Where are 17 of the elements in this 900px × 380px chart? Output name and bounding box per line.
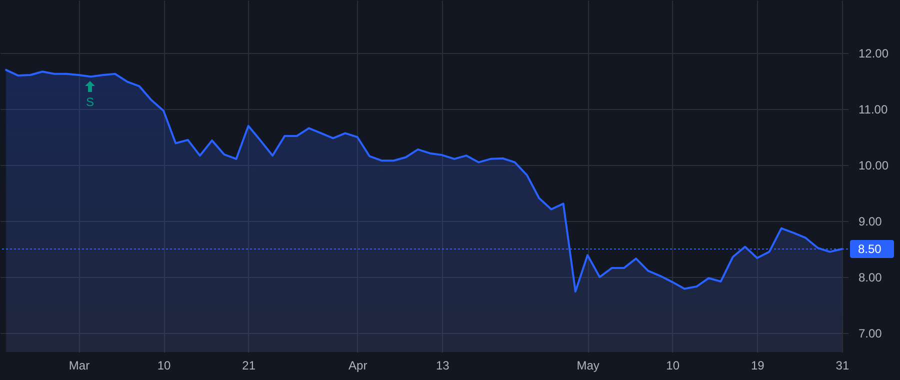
x-tick-label: 10 xyxy=(157,358,172,372)
x-tick-label: 13 xyxy=(436,358,450,372)
y-tick-label: 7.00 xyxy=(858,326,882,340)
ref-line-label: 8.50 xyxy=(858,242,882,256)
x-tick-label: May xyxy=(576,358,600,372)
y-tick-label: 11.00 xyxy=(858,102,888,117)
y-tick-label: 12.00 xyxy=(858,46,889,61)
annotation: S xyxy=(86,95,94,109)
y-tick-label: 10.00 xyxy=(858,158,889,173)
x-tick-label: 31 xyxy=(836,358,850,372)
x-tick-label: Mar xyxy=(68,358,90,372)
x-tick-label: 10 xyxy=(666,358,680,372)
y-tick-label: 9.00 xyxy=(858,214,882,229)
x-tick-label: 21 xyxy=(242,358,256,372)
x-tick-label: Apr xyxy=(348,358,368,372)
x-tick-label: 19 xyxy=(750,358,765,372)
y-tick-label: 8.00 xyxy=(858,270,882,285)
